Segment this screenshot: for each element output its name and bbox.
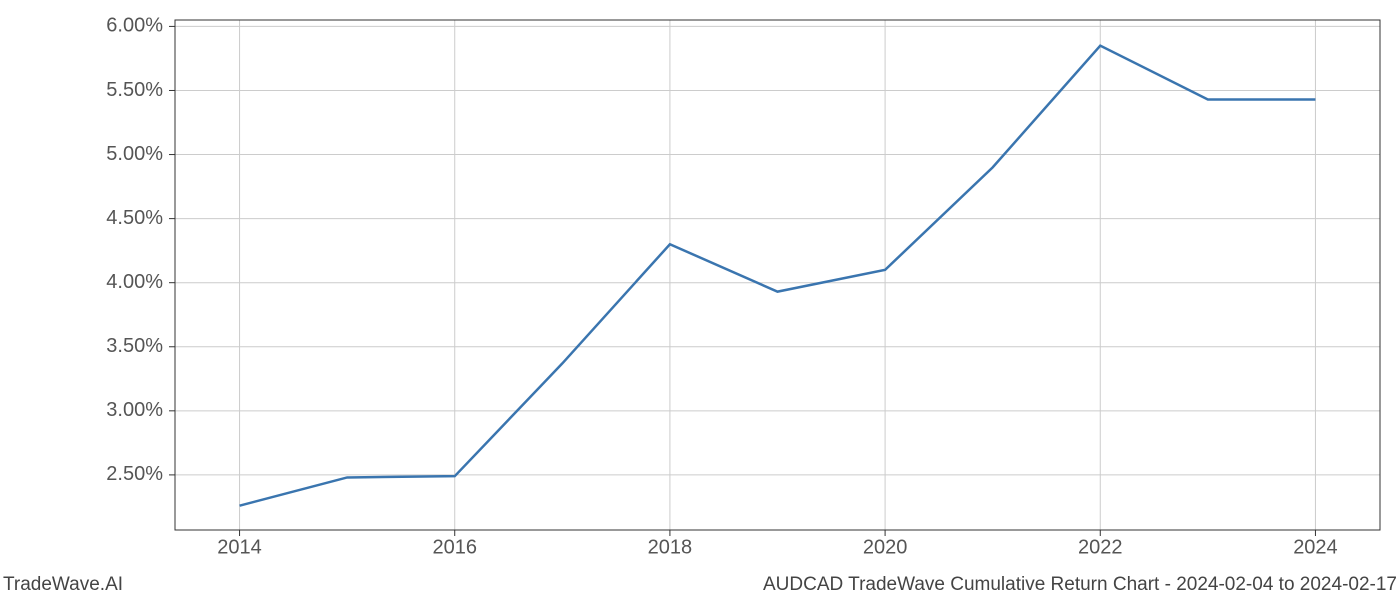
svg-text:2022: 2022 xyxy=(1078,537,1123,559)
svg-text:4.00%: 4.00% xyxy=(106,271,163,293)
svg-text:2014: 2014 xyxy=(217,537,262,559)
svg-text:2018: 2018 xyxy=(648,537,693,559)
chart-container: 2.50% 3.00% 3.50% 4.00% 4.50% 5.00% 5.50% 6.00%… xyxy=(0,0,1400,600)
footer-right-text: AUDCAD TradeWave Cumulative Return Chart… xyxy=(763,574,1397,596)
svg-text:2016: 2016 xyxy=(432,537,477,559)
svg-text:5.00%: 5.00% xyxy=(106,143,163,165)
svg-text:2.50%: 2.50% xyxy=(106,463,163,485)
svg-text:5.50%: 5.50% xyxy=(106,79,163,101)
svg-text:6.00%: 6.00% xyxy=(106,15,163,37)
svg-text:3.50%: 3.50% xyxy=(106,335,163,357)
footer-left-text: TradeWave.AI xyxy=(3,574,123,596)
svg-text:2020: 2020 xyxy=(863,537,908,559)
svg-text:4.50%: 4.50% xyxy=(106,207,163,229)
svg-text:2024: 2024 xyxy=(1293,537,1338,559)
svg-text:3.00%: 3.00% xyxy=(106,399,163,421)
data-series-line xyxy=(240,46,1316,506)
line-chart: 2.50% 3.00% 3.50% 4.00% 4.50% 5.00% 5.50% 6.00%… xyxy=(0,0,1400,600)
